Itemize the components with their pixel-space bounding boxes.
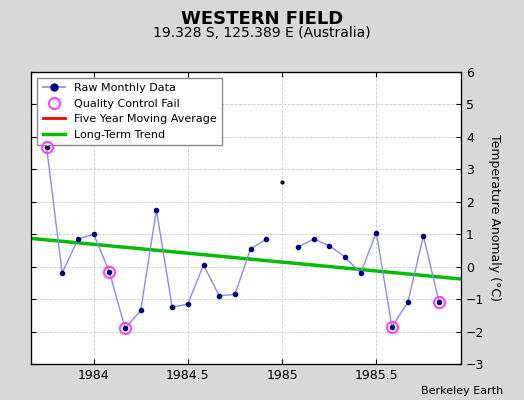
- Text: Berkeley Earth: Berkeley Earth: [421, 386, 503, 396]
- Text: 19.328 S, 125.389 E (Australia): 19.328 S, 125.389 E (Australia): [153, 26, 371, 40]
- Text: WESTERN FIELD: WESTERN FIELD: [181, 10, 343, 28]
- Legend: Raw Monthly Data, Quality Control Fail, Five Year Moving Average, Long-Term Tren: Raw Monthly Data, Quality Control Fail, …: [37, 78, 222, 145]
- Y-axis label: Temperature Anomaly (°C): Temperature Anomaly (°C): [488, 134, 501, 302]
